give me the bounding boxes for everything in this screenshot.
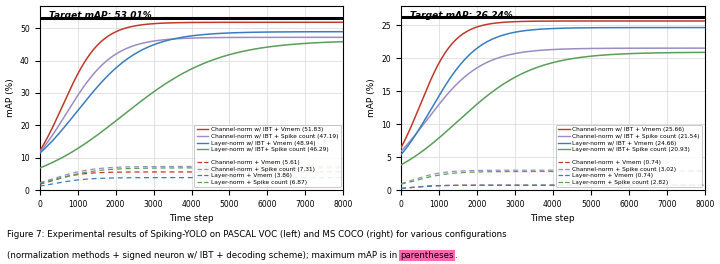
Text: .: .	[454, 251, 456, 260]
Text: (normalization methods + signed neuron w/ IBT + decoding scheme); maximum mAP is: (normalization methods + signed neuron w…	[7, 251, 400, 260]
Legend: Channel-norm w/ IBT + Vmem (51.83), Channel-norm w/ IBT + Spike count (47.19), L: Channel-norm w/ IBT + Vmem (51.83), Chan…	[194, 125, 341, 187]
Text: Target mAP: 26.24%: Target mAP: 26.24%	[410, 11, 513, 20]
Text: Figure 7: Experimental results of Spiking-YOLO on PASCAL VOC (left) and MS COCO : Figure 7: Experimental results of Spikin…	[7, 230, 507, 239]
X-axis label: Time step: Time step	[169, 214, 214, 223]
Text: parentheses: parentheses	[400, 251, 454, 260]
Y-axis label: mAP (%): mAP (%)	[367, 78, 376, 117]
Legend: Channel-norm w/ IBT + Vmem (25.66), Channel-norm w/ IBT + Spike count (21.54), L: Channel-norm w/ IBT + Vmem (25.66), Chan…	[556, 125, 702, 187]
X-axis label: Time step: Time step	[531, 214, 575, 223]
Text: Target mAP: 53.01%: Target mAP: 53.01%	[49, 11, 151, 20]
Y-axis label: mAP (%): mAP (%)	[6, 78, 14, 117]
